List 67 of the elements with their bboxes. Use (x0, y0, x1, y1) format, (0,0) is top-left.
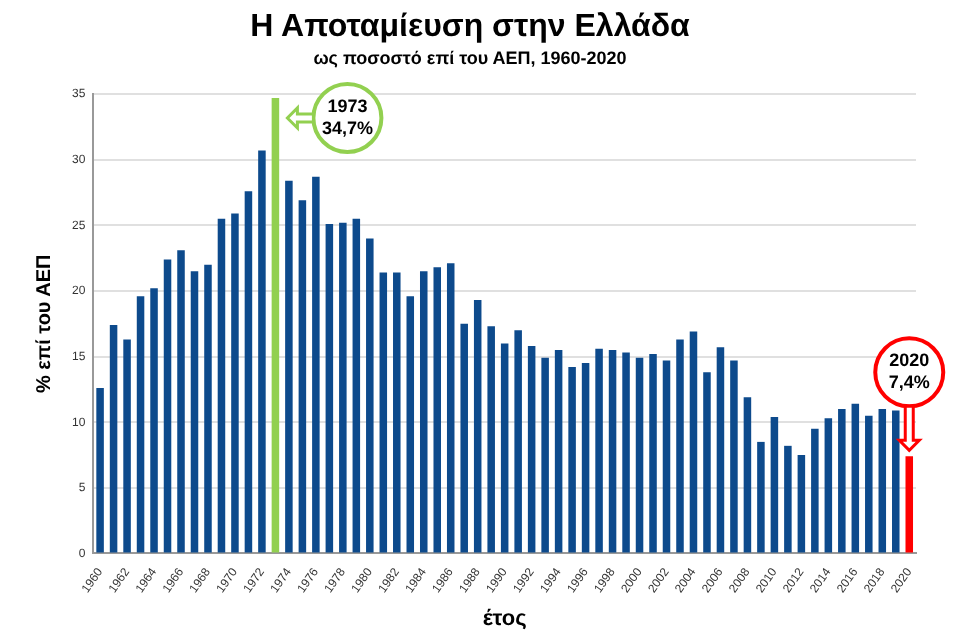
bar (689, 331, 698, 553)
bar (838, 409, 846, 553)
bar (797, 455, 806, 553)
bar (676, 339, 684, 553)
bar (285, 180, 293, 553)
bar (258, 150, 266, 553)
bar (271, 97, 280, 553)
annotation: 1973 34,7% (321, 95, 373, 138)
bar (109, 325, 118, 553)
bar (541, 357, 549, 553)
bar (784, 445, 792, 553)
bar (730, 360, 738, 553)
bar (514, 330, 522, 553)
bar (595, 348, 603, 553)
bar (554, 349, 563, 553)
bar (244, 191, 253, 553)
bar (217, 218, 226, 553)
bar (163, 259, 172, 553)
bar (312, 176, 320, 553)
bar (824, 418, 833, 553)
annotation: 2020 7,4% (888, 350, 930, 393)
bar (703, 372, 711, 553)
bar (892, 410, 900, 553)
bar (231, 213, 239, 553)
bar (352, 218, 361, 553)
bar (123, 339, 131, 553)
bar (608, 349, 617, 553)
bar (420, 271, 428, 553)
bar (433, 267, 442, 553)
bar (96, 388, 104, 553)
bar (379, 272, 388, 553)
bar (366, 238, 374, 553)
bar (581, 363, 590, 553)
bar (878, 409, 887, 553)
bar (460, 323, 468, 553)
bar (325, 223, 334, 553)
bar (905, 456, 914, 553)
bar (177, 250, 185, 553)
chart-subtitle: ως ποσοστό επί του ΑΕΠ, 1960-2020 (313, 48, 627, 69)
bar (150, 288, 158, 553)
bar (770, 416, 779, 553)
bar (568, 367, 576, 553)
bar (204, 264, 212, 553)
bar (487, 326, 495, 553)
bar (339, 222, 347, 553)
bar (527, 346, 536, 553)
bar (811, 428, 819, 553)
bar (851, 403, 860, 553)
bar (622, 352, 630, 553)
bar (446, 263, 455, 553)
bar (298, 200, 307, 553)
bar (500, 343, 509, 553)
chart-title: Η Αποταμίευση στην Ελλάδα (250, 10, 691, 45)
bar (473, 300, 482, 553)
bar (649, 353, 657, 553)
y-axis-title: % επί του ΑΕΠ (33, 254, 56, 393)
bar (190, 271, 199, 553)
bar (757, 441, 765, 553)
bar (136, 296, 145, 553)
bar (662, 360, 671, 553)
bar (865, 415, 873, 553)
bar (406, 296, 415, 553)
bar (743, 397, 752, 553)
bar (635, 357, 644, 553)
x-axis-title: έτος (482, 606, 528, 631)
bar (393, 272, 401, 553)
bar (716, 347, 725, 553)
